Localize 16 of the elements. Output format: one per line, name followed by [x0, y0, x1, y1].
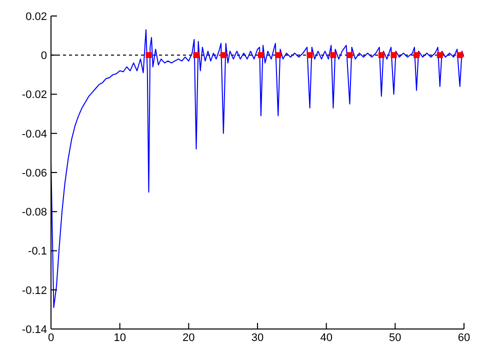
x-tick-label: 50	[389, 332, 402, 344]
y-tick-label: -0.1	[28, 246, 47, 258]
x-tick-label: 40	[320, 332, 332, 344]
y-tick-label: 0	[40, 50, 47, 62]
y-tick-label: -0.06	[22, 167, 47, 180]
y-tick-label: -0.04	[22, 128, 47, 140]
y-tick-label: -0.02	[22, 89, 47, 102]
x-tick-label: 60	[458, 332, 470, 344]
y-tick-label: -0.08	[22, 206, 47, 219]
y-tick-label: 0.02	[26, 10, 47, 23]
x-tick-label: 30	[251, 332, 264, 344]
y-tick-label: -0.12	[22, 284, 47, 297]
y-tick-label: -0.14	[22, 324, 47, 336]
x-tick-label: 20	[182, 332, 195, 344]
line-series	[51, 29, 464, 308]
x-tick-label: 10	[114, 332, 126, 344]
